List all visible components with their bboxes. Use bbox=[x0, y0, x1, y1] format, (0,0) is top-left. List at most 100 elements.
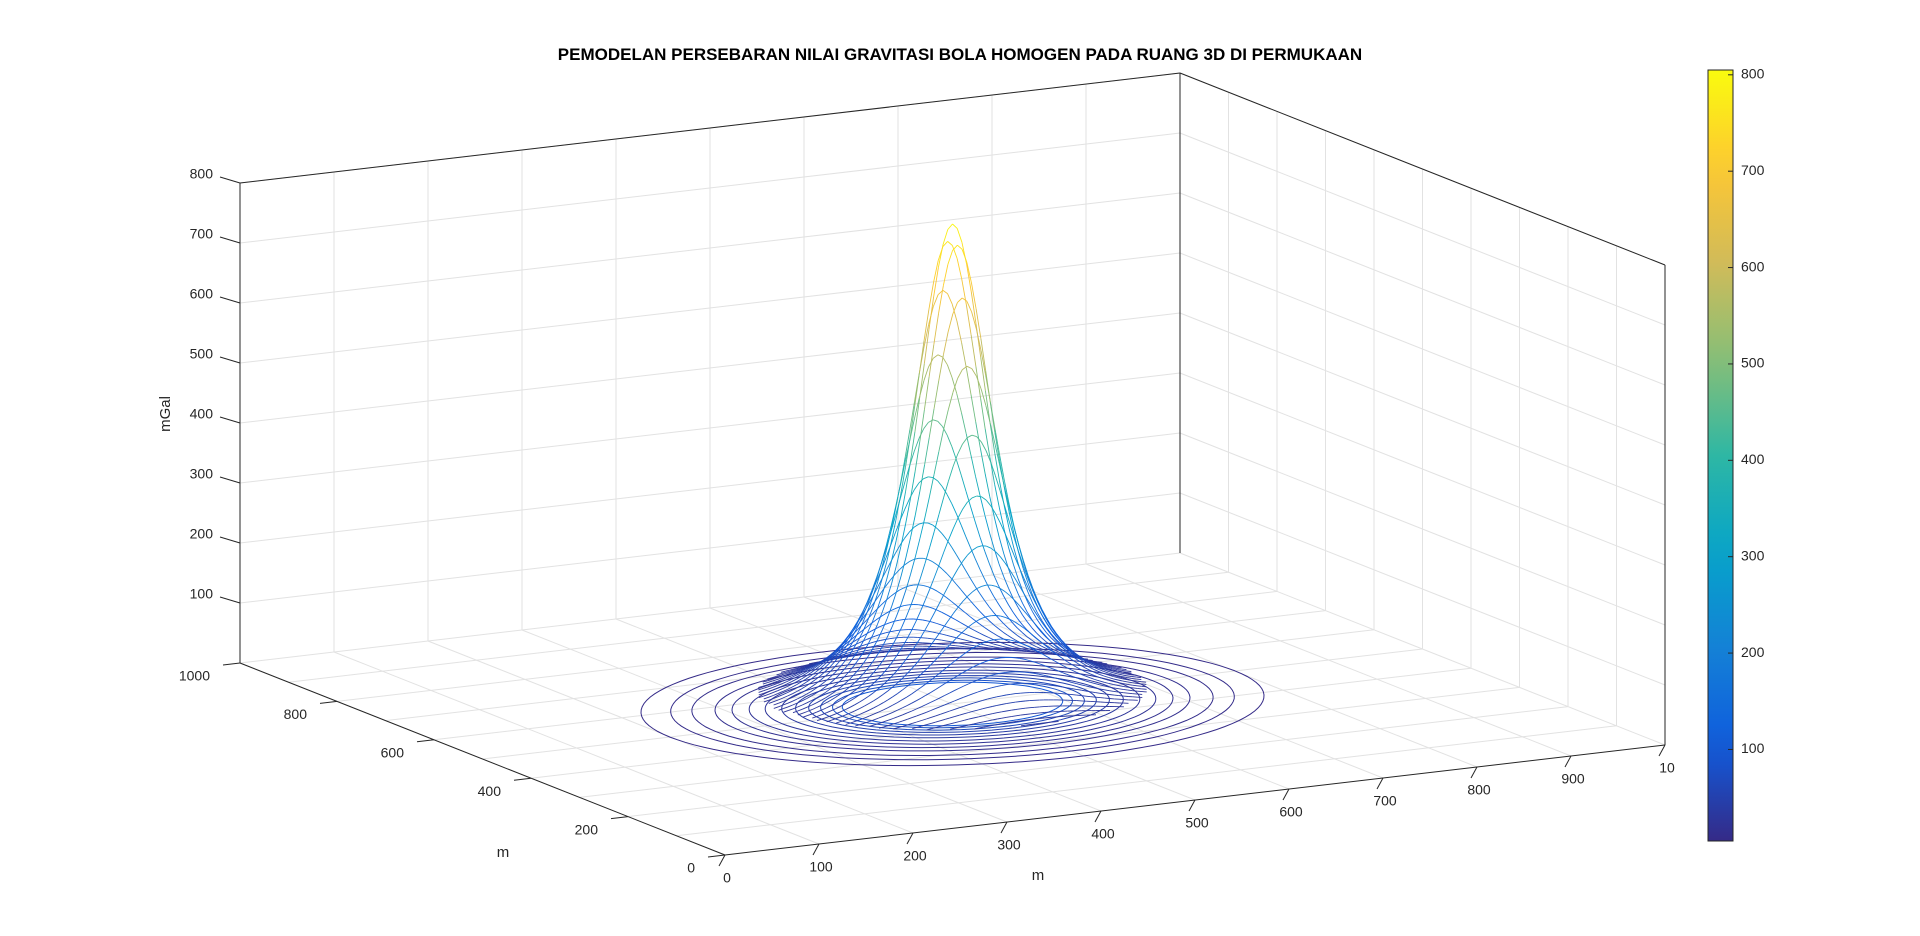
mesh-line bbox=[1104, 689, 1110, 692]
mesh-line bbox=[980, 338, 987, 371]
mesh-line bbox=[972, 664, 978, 668]
mesh-line bbox=[1038, 651, 1044, 655]
mesh-line bbox=[977, 689, 983, 693]
mesh-line bbox=[991, 638, 997, 641]
mesh-line bbox=[864, 715, 870, 719]
mesh-line bbox=[853, 668, 860, 675]
mesh-line bbox=[934, 603, 940, 613]
mesh-line bbox=[957, 508, 964, 519]
mesh-line bbox=[981, 616, 987, 619]
mesh-line bbox=[1085, 675, 1091, 679]
mesh-line bbox=[923, 476, 929, 480]
mesh-line bbox=[885, 562, 891, 572]
mesh-line bbox=[875, 644, 881, 647]
mesh-line bbox=[977, 642, 983, 647]
mesh-line bbox=[938, 551, 945, 565]
mesh-line bbox=[1080, 678, 1086, 682]
mesh-line bbox=[1023, 593, 1029, 602]
mesh-line bbox=[1000, 615, 1006, 618]
mesh-line bbox=[998, 563, 1005, 577]
mesh-line bbox=[762, 680, 768, 683]
mesh-line bbox=[1095, 692, 1101, 694]
mesh-line bbox=[938, 594, 945, 604]
mesh-line bbox=[812, 716, 818, 719]
mesh-line bbox=[863, 677, 869, 684]
mesh-line bbox=[830, 678, 836, 684]
mesh-line bbox=[1056, 647, 1062, 652]
mesh-line bbox=[1003, 611, 1009, 618]
mesh-line bbox=[873, 697, 879, 702]
mesh-line bbox=[1011, 649, 1017, 651]
contour-line bbox=[832, 679, 1073, 729]
mesh-line bbox=[1017, 606, 1023, 616]
mesh-line bbox=[811, 697, 817, 701]
mesh-line bbox=[1084, 664, 1090, 668]
mesh-line bbox=[820, 667, 826, 673]
mesh-line bbox=[852, 621, 859, 632]
mesh-line bbox=[909, 431, 916, 464]
mesh-line bbox=[1057, 678, 1063, 681]
mesh-line bbox=[815, 689, 822, 694]
mesh-line bbox=[1056, 640, 1062, 647]
mesh-line bbox=[825, 694, 831, 698]
mesh-line bbox=[1055, 650, 1061, 654]
mesh-line bbox=[815, 668, 821, 673]
mesh-line bbox=[916, 713, 922, 717]
mesh-line bbox=[980, 350, 987, 376]
grid-line bbox=[1179, 252, 1666, 446]
mesh-line bbox=[935, 725, 941, 728]
mesh-line bbox=[886, 561, 892, 580]
mesh-line bbox=[924, 621, 931, 630]
mesh-line bbox=[1075, 653, 1081, 658]
mesh-line bbox=[961, 249, 968, 263]
mesh-line bbox=[858, 662, 864, 670]
mesh-line bbox=[815, 671, 821, 676]
mesh-line bbox=[1141, 683, 1147, 685]
mesh-line bbox=[986, 674, 992, 678]
mesh-line bbox=[975, 308, 982, 339]
mesh-line bbox=[980, 398, 986, 430]
z-tick bbox=[219, 296, 241, 304]
mesh-line bbox=[914, 373, 920, 407]
mesh-line bbox=[801, 685, 807, 690]
mesh-line bbox=[1126, 670, 1132, 672]
mesh-line bbox=[846, 655, 852, 658]
mesh-line bbox=[900, 467, 906, 496]
mesh-line bbox=[974, 605, 980, 612]
mesh-line bbox=[1017, 618, 1023, 626]
mesh-line bbox=[787, 704, 793, 708]
mesh-line bbox=[1084, 667, 1091, 671]
mesh-line bbox=[1051, 630, 1058, 638]
mesh-line bbox=[946, 435, 953, 447]
mesh-line bbox=[895, 546, 902, 567]
mesh-line bbox=[961, 297, 968, 302]
mesh-line bbox=[838, 641, 844, 648]
mesh-line bbox=[959, 713, 965, 716]
mesh-line bbox=[1090, 691, 1096, 694]
mesh-line bbox=[932, 561, 938, 566]
mesh-line bbox=[804, 664, 810, 667]
mesh-line bbox=[796, 692, 803, 696]
mesh-line bbox=[805, 670, 811, 675]
mesh-line bbox=[1021, 649, 1027, 652]
grid-line bbox=[239, 552, 1181, 664]
mesh-line bbox=[974, 585, 981, 594]
mesh-line bbox=[1020, 707, 1026, 710]
mesh-line bbox=[1079, 657, 1085, 662]
mesh-line bbox=[1080, 684, 1086, 687]
mesh-line bbox=[998, 628, 1004, 633]
colorbar-tick-label: 100 bbox=[1741, 740, 1765, 756]
mesh-line bbox=[973, 722, 979, 725]
mesh-line bbox=[1057, 685, 1063, 688]
mesh-line bbox=[780, 670, 786, 673]
mesh-line bbox=[940, 724, 946, 727]
mesh-line bbox=[1085, 695, 1091, 698]
mesh-line bbox=[901, 673, 907, 680]
mesh-line bbox=[1024, 671, 1030, 674]
mesh-line bbox=[1001, 722, 1007, 725]
mesh-line bbox=[1117, 677, 1123, 680]
mesh-line bbox=[928, 344, 935, 377]
mesh-line bbox=[1040, 648, 1046, 651]
mesh-line bbox=[1012, 622, 1018, 629]
